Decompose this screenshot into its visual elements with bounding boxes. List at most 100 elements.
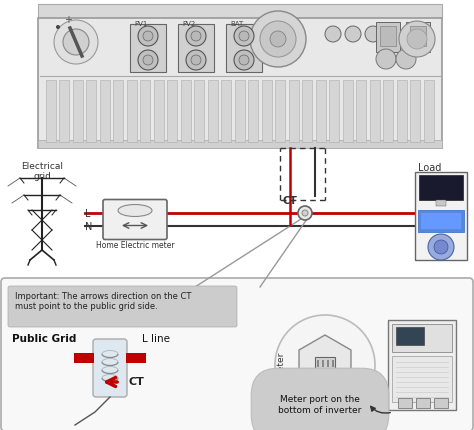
Bar bbox=[86, 80, 97, 142]
Bar bbox=[208, 80, 218, 142]
Text: Meter: Meter bbox=[276, 352, 285, 378]
Bar bbox=[317, 360, 319, 367]
Bar bbox=[398, 398, 412, 408]
Circle shape bbox=[191, 55, 201, 65]
Bar bbox=[392, 324, 452, 352]
Bar bbox=[419, 175, 463, 200]
Circle shape bbox=[143, 55, 153, 65]
Bar bbox=[322, 360, 324, 367]
Text: CT: CT bbox=[129, 377, 145, 387]
Bar bbox=[376, 22, 400, 52]
Circle shape bbox=[396, 49, 416, 69]
Circle shape bbox=[234, 50, 254, 70]
Bar bbox=[410, 26, 426, 46]
Text: Important: The arrows direction on the CT
must point to the public grid side.: Important: The arrows direction on the C… bbox=[15, 292, 191, 311]
Text: N: N bbox=[85, 222, 92, 232]
Circle shape bbox=[186, 26, 206, 46]
Bar bbox=[397, 80, 407, 142]
Bar bbox=[140, 80, 151, 142]
Polygon shape bbox=[299, 335, 351, 395]
Bar bbox=[74, 353, 94, 363]
Bar bbox=[380, 26, 396, 46]
Bar bbox=[248, 80, 258, 142]
FancyBboxPatch shape bbox=[8, 286, 237, 327]
Bar bbox=[38, 140, 442, 148]
Bar bbox=[289, 80, 299, 142]
Bar bbox=[421, 213, 461, 229]
Circle shape bbox=[186, 50, 206, 70]
Bar bbox=[38, 4, 442, 18]
Bar bbox=[343, 80, 353, 142]
Circle shape bbox=[239, 31, 249, 41]
Bar bbox=[113, 80, 124, 142]
Bar bbox=[327, 360, 329, 367]
Text: L: L bbox=[85, 209, 91, 219]
Bar bbox=[302, 80, 312, 142]
Text: L line: L line bbox=[142, 334, 170, 344]
Circle shape bbox=[143, 31, 153, 41]
Bar bbox=[396, 327, 424, 345]
Circle shape bbox=[63, 29, 89, 55]
Bar bbox=[416, 398, 430, 408]
Bar bbox=[235, 80, 245, 142]
Circle shape bbox=[428, 234, 454, 260]
Bar bbox=[406, 22, 430, 52]
Bar bbox=[383, 80, 393, 142]
Bar bbox=[126, 353, 146, 363]
FancyBboxPatch shape bbox=[93, 339, 127, 397]
Circle shape bbox=[365, 26, 381, 42]
Bar bbox=[46, 80, 56, 142]
Circle shape bbox=[260, 21, 296, 57]
Text: PV2: PV2 bbox=[182, 21, 195, 27]
Circle shape bbox=[407, 29, 427, 49]
Circle shape bbox=[399, 21, 435, 57]
Circle shape bbox=[54, 20, 98, 64]
Text: Public Grid: Public Grid bbox=[12, 334, 76, 344]
Circle shape bbox=[239, 55, 249, 65]
Bar bbox=[194, 80, 204, 142]
Bar bbox=[370, 80, 380, 142]
Bar bbox=[262, 80, 272, 142]
Circle shape bbox=[270, 31, 286, 47]
Bar bbox=[424, 80, 434, 142]
Bar bbox=[60, 80, 70, 142]
Circle shape bbox=[234, 26, 254, 46]
Bar bbox=[221, 80, 231, 142]
Circle shape bbox=[434, 240, 448, 254]
Text: PV1: PV1 bbox=[134, 21, 147, 27]
FancyBboxPatch shape bbox=[1, 278, 473, 430]
Bar bbox=[436, 200, 446, 206]
Circle shape bbox=[275, 315, 375, 415]
Circle shape bbox=[138, 50, 158, 70]
Bar bbox=[392, 356, 452, 402]
Bar bbox=[167, 80, 177, 142]
Bar bbox=[226, 24, 262, 72]
Bar bbox=[329, 80, 339, 142]
Bar bbox=[316, 80, 326, 142]
Bar bbox=[434, 398, 448, 408]
Circle shape bbox=[325, 26, 341, 42]
Bar bbox=[178, 24, 214, 72]
Bar bbox=[181, 80, 191, 142]
Text: Home Electric meter: Home Electric meter bbox=[96, 242, 174, 251]
Bar bbox=[418, 210, 464, 232]
Circle shape bbox=[298, 206, 312, 220]
Text: BAT: BAT bbox=[230, 21, 243, 27]
Circle shape bbox=[302, 210, 308, 216]
Bar bbox=[100, 80, 110, 142]
Bar bbox=[388, 320, 456, 410]
Text: Meter port on the
bottom of inverter: Meter port on the bottom of inverter bbox=[278, 395, 362, 415]
Circle shape bbox=[191, 31, 201, 41]
Bar bbox=[315, 357, 335, 373]
Bar bbox=[415, 172, 467, 260]
Circle shape bbox=[376, 49, 396, 69]
FancyBboxPatch shape bbox=[38, 18, 442, 148]
Text: +: + bbox=[64, 15, 72, 25]
Bar bbox=[332, 360, 334, 367]
Bar bbox=[154, 80, 164, 142]
Bar bbox=[127, 80, 137, 142]
Bar bbox=[410, 80, 420, 142]
Bar bbox=[130, 24, 166, 72]
Text: CT: CT bbox=[282, 196, 297, 206]
Bar bbox=[275, 80, 285, 142]
